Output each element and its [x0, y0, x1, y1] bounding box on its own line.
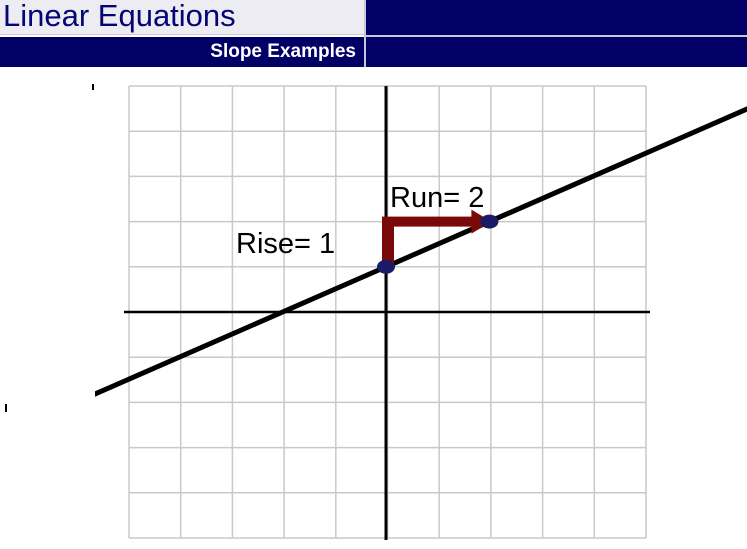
run-label: Run= 2	[390, 182, 484, 214]
header-band-top	[366, 0, 747, 35]
second-point-point	[480, 214, 499, 229]
axes	[124, 86, 650, 540]
linear-function-line	[95, 106, 747, 397]
function-line	[95, 106, 747, 397]
run-arrow-shaft	[382, 216, 476, 227]
subtitle-bar: Slope Examples	[0, 37, 364, 67]
edge-mark-top	[92, 84, 94, 90]
rise-label: Rise= 1	[236, 228, 335, 260]
edge-mark-left	[5, 404, 7, 412]
rise-run-arrows	[382, 209, 492, 267]
page-subtitle: Slope Examples	[210, 41, 356, 62]
rise-arrow	[382, 217, 394, 267]
page-title: Linear Equations	[3, 0, 236, 33]
header-divider-vertical	[364, 0, 366, 67]
y-intercept-point	[377, 259, 395, 274]
header-band-bottom	[366, 37, 747, 67]
graph-points	[377, 214, 499, 274]
header-divider-horizontal	[366, 35, 747, 37]
header-left: Linear Equations Slope Examples	[0, 0, 364, 67]
title-bar: Linear Equations	[0, 0, 364, 35]
